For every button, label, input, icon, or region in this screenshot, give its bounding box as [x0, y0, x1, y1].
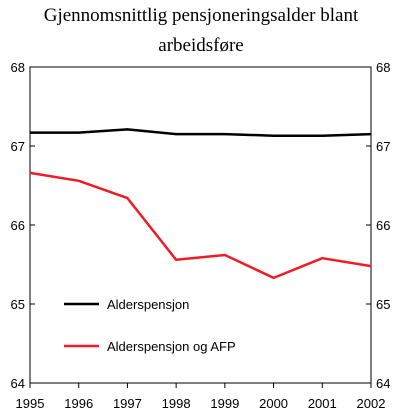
- axes: 68 68 67 67 66 66 65 65 64 64 1995 1996 1997 1998 1999…: [11, 60, 391, 411]
- y-tick-label-right: 67: [376, 139, 390, 154]
- y-tick-label-right: 66: [376, 218, 390, 233]
- x-tick-label: 2000: [259, 396, 288, 411]
- y-tick-label-left: 66: [11, 218, 25, 233]
- x-tick-label: 1996: [64, 396, 93, 411]
- y-tick-label-left: 67: [11, 139, 25, 154]
- y-tick-label-left: 68: [11, 60, 25, 75]
- y-tick-label-left: 64: [11, 376, 25, 391]
- chart-title-line-2: arbeidsføre: [158, 35, 243, 56]
- y-tick-label-right: 64: [376, 376, 390, 391]
- x-tick-label: 1995: [16, 396, 45, 411]
- legend: Alderspensjon Alderspensjon og AFP: [64, 297, 236, 354]
- y-tick-label-right: 68: [376, 60, 390, 75]
- series-line-alderspensjon-og-afp: [29, 171, 372, 280]
- x-tick-label: 1997: [113, 396, 142, 411]
- y-tick-label-right: 65: [376, 297, 390, 312]
- x-tick-label: 1999: [210, 396, 239, 411]
- legend-label-alderspensjon-og-afp: Alderspensjon og AFP: [107, 339, 236, 354]
- x-tick-label: 1998: [162, 396, 191, 411]
- series-lines: [29, 128, 372, 280]
- y-tick-label-left: 65: [11, 297, 25, 312]
- series-line-alderspensjon: [30, 128, 372, 137]
- x-tick-label: 2001: [308, 396, 337, 411]
- chart-title-line-1: Gjennomsnittlig pensjoneringsalder blant: [44, 5, 359, 26]
- plot-frame: [29, 66, 372, 384]
- legend-label-alderspensjon: Alderspensjon: [107, 297, 189, 312]
- x-tick-label: 2002: [357, 396, 386, 411]
